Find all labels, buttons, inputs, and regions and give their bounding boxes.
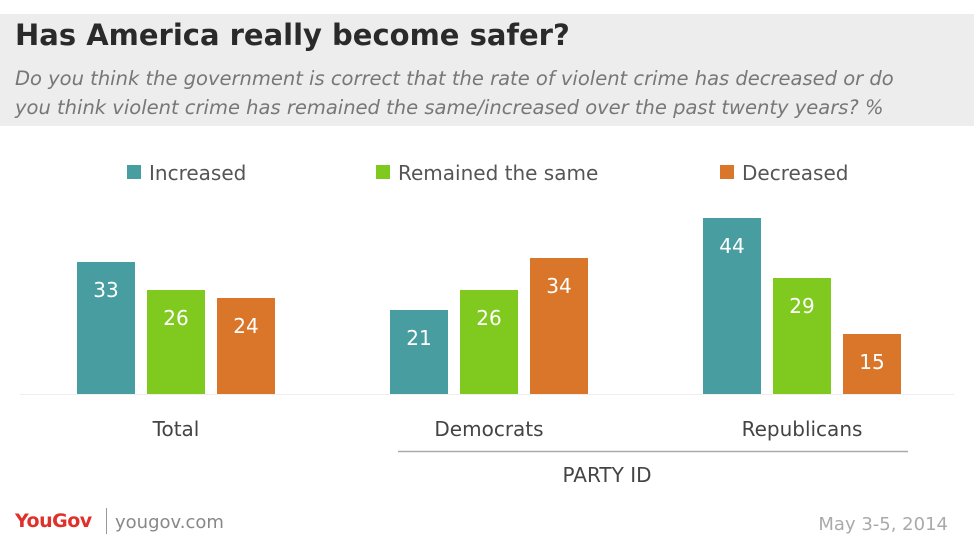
data-label: 44 xyxy=(719,234,744,258)
category-label: Democrats xyxy=(434,417,543,441)
footer-divider xyxy=(106,508,107,534)
legend-swatch xyxy=(127,165,141,179)
chart-title: Has America really become safer? xyxy=(15,18,570,52)
survey-date: May 3-5, 2014 xyxy=(818,514,948,535)
bar xyxy=(77,262,135,394)
data-label: 24 xyxy=(233,314,258,338)
data-label: 15 xyxy=(859,350,884,374)
data-label: 26 xyxy=(163,306,188,330)
header-band: Has America really become safer? Do you … xyxy=(0,14,974,126)
subtitle-line: Do you think the government is correct t… xyxy=(15,67,894,90)
bar xyxy=(773,278,831,394)
bar xyxy=(460,290,518,394)
bar xyxy=(390,310,448,394)
subtitle-line: you think violent crime has remained the… xyxy=(15,96,884,119)
legend-label: Remained the same xyxy=(398,161,598,185)
bar xyxy=(530,258,588,394)
legend-swatch xyxy=(720,165,734,179)
data-label: 33 xyxy=(93,278,118,302)
category-label: Republicans xyxy=(742,417,863,441)
legend-swatch xyxy=(376,165,390,179)
bar xyxy=(703,218,761,394)
group-label: PARTY ID xyxy=(563,463,652,487)
bar xyxy=(147,290,205,394)
data-label: 29 xyxy=(789,294,814,318)
legend-label: Decreased xyxy=(742,161,848,185)
data-label: 34 xyxy=(546,274,571,298)
legend-label: Increased xyxy=(149,161,246,185)
chart-subtitle: Do you think the government is correct t… xyxy=(15,64,955,122)
footer-site: yougov.com xyxy=(115,512,224,533)
bar xyxy=(843,334,901,394)
data-label: 21 xyxy=(406,326,431,350)
data-label: 26 xyxy=(476,306,501,330)
category-label: Total xyxy=(152,417,200,441)
bar xyxy=(217,298,275,394)
yougov-logo: YouGov xyxy=(15,510,92,532)
